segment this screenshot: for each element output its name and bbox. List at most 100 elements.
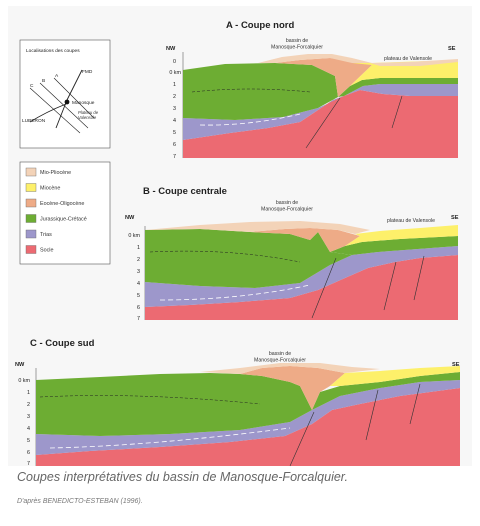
section-b-mio-pliocene	[145, 221, 370, 234]
section-a-decollement	[199, 113, 301, 126]
map-label-plateau-1: Plateau de	[78, 110, 99, 115]
section-c-right-dir: SE	[452, 362, 460, 368]
section-b-basin-1: bassin de	[276, 200, 298, 206]
section-c-tick: 0 km	[18, 378, 30, 384]
section-b-tick: 3	[137, 269, 140, 275]
section-a-fault	[305, 97, 341, 149]
legend-swatch	[25, 229, 37, 239]
section-a-mio-pliocene	[258, 54, 372, 63]
section-b-title: B - Coupe centrale	[143, 186, 227, 197]
section-line-b	[39, 82, 89, 129]
manosque-dot-icon	[64, 99, 70, 105]
section-a-tick: 6	[173, 142, 176, 148]
section-b-fault	[413, 255, 425, 301]
section-b-tick: 4	[137, 281, 140, 287]
section-b-jurassique-east	[330, 236, 458, 255]
legend-label: Miocène	[40, 186, 60, 192]
section-b-miocene	[345, 225, 458, 246]
section-a-mio-pliocene-east	[370, 59, 458, 66]
section-a-right-dir: SE	[448, 46, 456, 52]
section-a-trias	[183, 84, 458, 140]
legend-label: Socle	[40, 248, 54, 254]
location-map: Localisations des coupes C B A FMD Manos…	[19, 39, 111, 149]
section-a-tick: 4	[173, 118, 176, 124]
section-a-dashed-horizon	[191, 88, 311, 93]
map-label-manosque: Manosque	[72, 100, 95, 106]
fmd-fault	[66, 69, 83, 101]
section-b-right-dir: SE	[451, 215, 459, 221]
section-b-fault	[311, 257, 337, 319]
section-c-socle	[36, 388, 460, 466]
section-b: B - Coupe centrale bassin de Manosque-Fo…	[125, 186, 459, 322]
section-b-tick: 5	[137, 293, 140, 299]
section-c-basin-2: Manosque-Forcalquier	[254, 358, 306, 364]
section-c-tick: 1	[27, 390, 30, 396]
section-a-tick: 2	[173, 94, 176, 100]
legend-label: Jurassique-Crétacé	[40, 217, 87, 223]
section-b-tick: 7	[137, 316, 140, 322]
section-b-ticks: 0 km 1 2 3 4 5 6 7	[128, 233, 140, 322]
section-c-left-dir: NW	[15, 362, 25, 368]
section-a-plateau: plateau de Valensole	[384, 56, 432, 62]
figure-credit: D'après BENEDICTO-ESTEBAN (1996).	[17, 498, 143, 505]
section-a-tick: 7	[173, 154, 176, 160]
map-label-luberon: LUBERON	[22, 118, 46, 124]
section-a-ticks: 0 0 km 1 2 3 4 5 6 7	[169, 59, 181, 160]
section-b-decollement	[159, 284, 311, 301]
section-line-a	[53, 77, 95, 119]
section-c-jurassique-east	[312, 372, 460, 410]
section-b-trias	[145, 246, 458, 307]
section-b-basin-2: Manosque-Forcalquier	[261, 207, 313, 213]
map-label-b: B	[42, 78, 45, 84]
section-c-dashed-horizon	[39, 395, 261, 405]
section-b-eocene	[250, 228, 360, 252]
section-b-dashed-horizon	[149, 250, 301, 263]
section-a-left-dir: NW	[166, 46, 176, 52]
section-b-left-dir: NW	[125, 215, 135, 221]
section-c-mio-pliocene	[200, 363, 380, 374]
section-c-tick: 4	[27, 426, 30, 432]
section-c-tick: 7	[27, 461, 30, 467]
legend-swatch	[25, 183, 37, 192]
section-a: A - Coupe nord bassin de Manosque-Forcal…	[166, 20, 458, 160]
section-c-jurassique	[36, 373, 312, 436]
section-a-tick: 0 km	[169, 70, 181, 76]
section-c-tick: 2	[27, 402, 30, 408]
map-label-fmd: FMD	[82, 69, 93, 75]
map-label-c: C	[30, 83, 34, 89]
section-c: C - Coupe sud bassin de Manosque-Forcalq…	[15, 338, 460, 467]
map-label-a: A	[55, 73, 59, 79]
legend-swatch	[25, 167, 37, 177]
section-a-basin-2: Manosque-Forcalquier	[271, 45, 323, 51]
section-a-title: A - Coupe nord	[226, 20, 294, 31]
section-b-tick: 2	[137, 257, 140, 263]
section-c-ticks: 0 km 1 2 3 4 5 6 7	[18, 378, 30, 467]
section-b-plateau: plateau de Valensole	[387, 218, 435, 224]
legend-frame	[19, 161, 111, 265]
section-c-tick: 5	[27, 438, 30, 444]
section-c-fault	[289, 411, 315, 467]
section-a-basin-1: bassin de	[286, 38, 308, 44]
legend: Mio-Pliocène Miocène Eocène-Oligocène Juras…	[19, 161, 111, 265]
section-a-jurassique	[183, 63, 338, 120]
legend-label: Trias	[40, 232, 52, 238]
section-a-socle	[183, 90, 458, 158]
section-a-eocene	[275, 58, 372, 97]
section-a-miocene	[350, 60, 458, 86]
section-a-tick: 5	[173, 130, 176, 136]
legend-swatch	[25, 245, 37, 254]
section-b-tick: 0 km	[128, 233, 140, 239]
section-a-jurassique-east	[338, 78, 458, 97]
section-a-tick: 0	[173, 59, 176, 65]
section-c-fault	[409, 383, 421, 425]
section-b-jurassique	[145, 229, 352, 288]
section-c-miocene	[330, 366, 460, 386]
section-a-tick: 1	[173, 82, 176, 88]
section-a-fault	[391, 95, 403, 129]
legend-swatch	[25, 214, 37, 223]
section-line-c	[29, 87, 81, 134]
section-c-trias	[36, 380, 460, 455]
luberon-line	[29, 103, 67, 123]
section-c-tick: 3	[27, 414, 30, 420]
